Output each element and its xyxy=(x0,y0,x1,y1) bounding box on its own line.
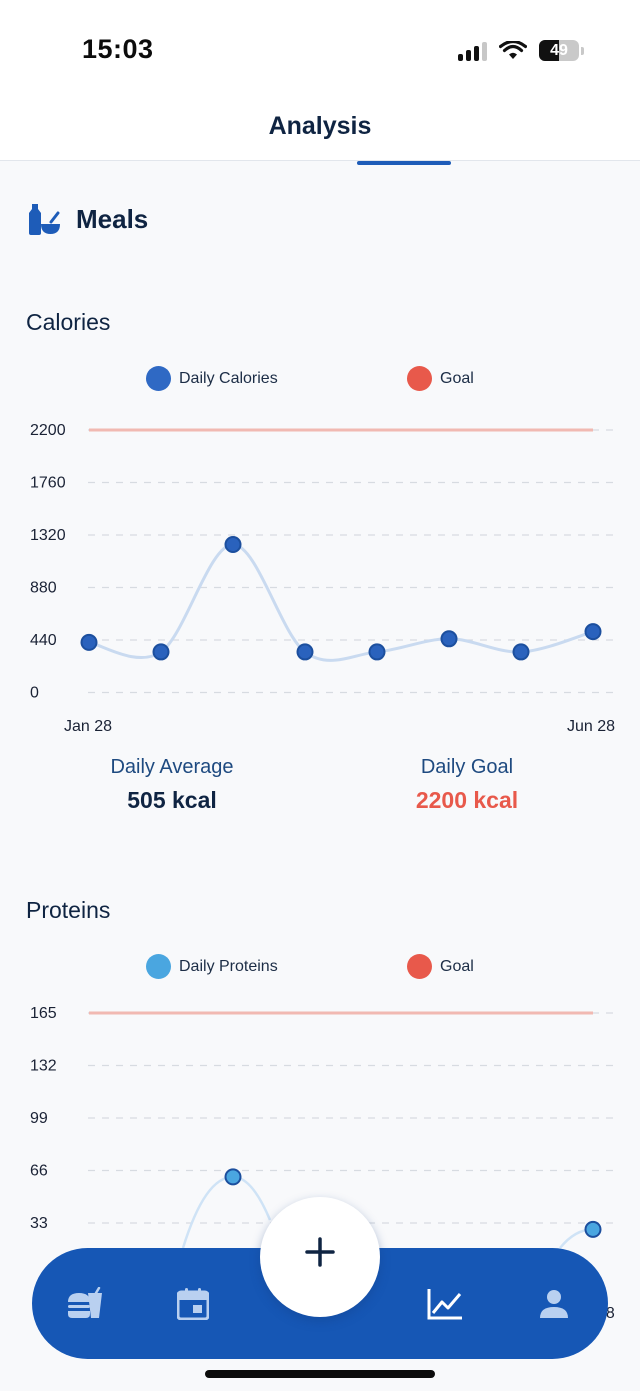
daily-average-label: Daily Average xyxy=(110,756,234,778)
nav-calendar[interactable] xyxy=(173,1284,213,1324)
battery-icon: 49 xyxy=(539,40,579,61)
data-point xyxy=(224,1168,242,1186)
battery-level: 49 xyxy=(550,41,568,59)
data-point xyxy=(224,536,242,554)
calories-legend: Daily Calories Goal xyxy=(0,366,640,396)
x-label-end: Jun 28 xyxy=(567,718,615,735)
meals-section-header: Meals xyxy=(26,202,148,236)
y-tick-label: 165 xyxy=(30,1005,57,1022)
data-point xyxy=(368,643,386,661)
plus-icon xyxy=(305,1237,335,1267)
data-point xyxy=(80,633,98,651)
legend-dot xyxy=(407,366,432,391)
y-tick-label: 880 xyxy=(30,580,57,597)
y-tick-label: 440 xyxy=(30,632,57,649)
series-line xyxy=(88,543,594,662)
page-title: Analysis xyxy=(268,112,372,140)
signal-icon xyxy=(458,41,487,61)
y-tick-label: 2200 xyxy=(30,422,66,439)
daily-goal-value: 2200 kcal xyxy=(415,787,519,813)
proteins-chart: 16513299663328 xyxy=(30,1005,615,1322)
proteins-legend: Daily Proteins Goal xyxy=(0,954,640,984)
y-tick-label: 66 xyxy=(30,1163,48,1180)
status-time: 15:03 xyxy=(82,34,154,64)
home-indicator xyxy=(205,1370,435,1378)
data-point xyxy=(440,630,458,648)
meals-icon xyxy=(29,204,60,235)
y-tick-label: 1760 xyxy=(30,475,66,492)
daily-goal: Daily Goal 2200 kcal xyxy=(347,756,587,814)
y-tick-label: 33 xyxy=(30,1215,48,1232)
legend-label: Goal xyxy=(440,957,474,975)
nav-analysis[interactable] xyxy=(425,1284,465,1324)
data-point xyxy=(152,643,170,661)
calendar-icon xyxy=(177,1288,209,1320)
legend-goal[interactable]: Goal xyxy=(407,366,474,391)
battery-tip xyxy=(581,46,584,55)
person-icon xyxy=(540,1290,568,1318)
daily-average-value: 505 kcal xyxy=(127,787,217,813)
app-header: Analysis xyxy=(0,100,640,165)
legend-label: Goal xyxy=(440,369,474,387)
y-tick-label: 0 xyxy=(30,685,39,702)
food-icon xyxy=(68,1287,102,1318)
legend-dot xyxy=(146,954,171,979)
legend-dot xyxy=(407,954,432,979)
status-icons: 49 xyxy=(458,40,584,61)
add-button[interactable] xyxy=(268,1200,372,1304)
y-tick-label: 1320 xyxy=(30,527,66,544)
data-point xyxy=(584,623,602,641)
x-label-start: Jan 28 xyxy=(64,718,112,735)
daily-average: Daily Average 505 kcal xyxy=(52,756,292,814)
calories-title: Calories xyxy=(26,309,111,335)
wifi-icon xyxy=(499,40,527,59)
data-point xyxy=(296,643,314,661)
nav-meals[interactable] xyxy=(65,1284,105,1324)
legend-dot xyxy=(146,366,171,391)
legend-label: Daily Proteins xyxy=(179,957,278,975)
calories-chart: 2200 1760 1320 880 440 0 Jan 28 Jun 28 xyxy=(30,422,615,735)
y-tick-label: 99 xyxy=(30,1110,48,1127)
daily-goal-label: Daily Goal xyxy=(420,756,514,778)
nav-profile[interactable] xyxy=(534,1284,574,1324)
legend-daily-calories[interactable]: Daily Calories xyxy=(146,366,278,391)
tab-indicator xyxy=(357,161,451,165)
proteins-title: Proteins xyxy=(26,897,111,923)
data-point xyxy=(512,643,530,661)
legend-goal[interactable]: Goal xyxy=(407,954,474,979)
y-tick-label: 132 xyxy=(30,1058,57,1075)
series-line xyxy=(181,1175,272,1249)
data-point xyxy=(584,1220,602,1238)
legend-daily-proteins[interactable]: Daily Proteins xyxy=(146,954,278,979)
chart-icon xyxy=(427,1289,462,1320)
legend-label: Daily Calories xyxy=(179,369,278,387)
status-bar: 15:03 49 xyxy=(0,0,640,100)
section-title: Meals xyxy=(76,203,149,234)
